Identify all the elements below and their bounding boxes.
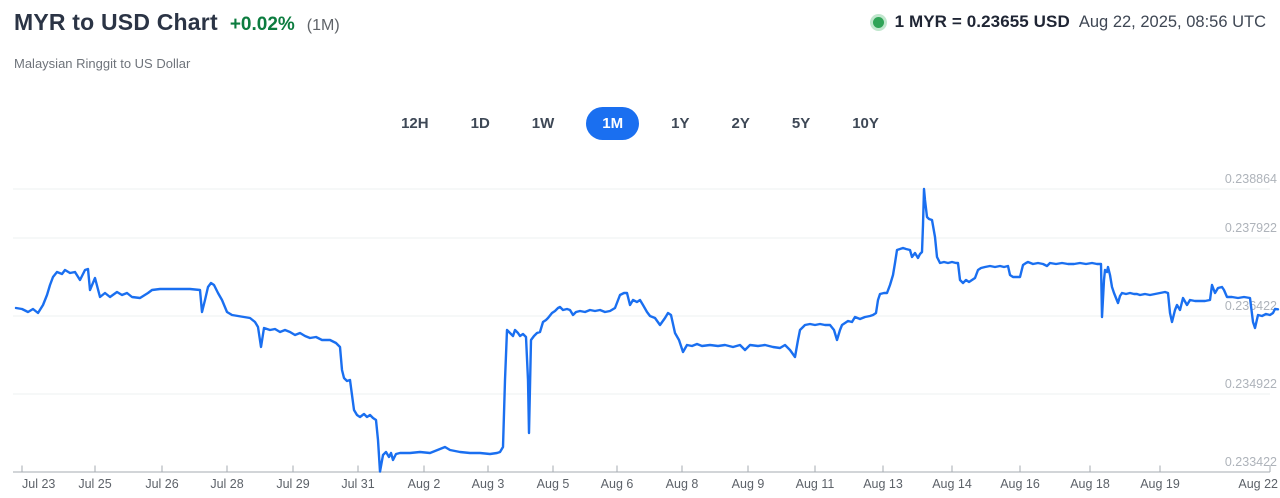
x-axis-label: Aug 13 xyxy=(863,477,903,491)
x-axis-label: Aug 16 xyxy=(1000,477,1040,491)
x-axis-label: Aug 14 xyxy=(932,477,972,491)
tab-1d[interactable]: 1D xyxy=(470,114,490,132)
x-axis-label: Aug 3 xyxy=(472,477,505,491)
x-axis-label: Aug 5 xyxy=(537,477,570,491)
x-axis-label: Aug 11 xyxy=(796,477,835,491)
time-range-tabs: 12H 1D 1W 1M 1Y 2Y 5Y 10Y xyxy=(0,104,1280,142)
tab-10y[interactable]: 10Y xyxy=(852,114,879,132)
y-axis-label: 0.234922 xyxy=(1225,377,1277,391)
x-axis-label: Jul 26 xyxy=(145,477,178,491)
x-axis-label: Jul 31 xyxy=(341,477,374,491)
x-axis-label: Aug 9 xyxy=(732,477,765,491)
chart-header: MYR to USD Chart +0.02% (1M) xyxy=(14,9,340,36)
exchange-rate-value: 1 MYR = 0.23655 USD xyxy=(894,12,1070,31)
y-axis-label: 0.238864 xyxy=(1225,172,1277,186)
tab-1w[interactable]: 1W xyxy=(531,114,555,132)
change-period: (1M) xyxy=(306,17,340,34)
tab-2y[interactable]: 2Y xyxy=(731,114,750,132)
x-axis-label: Jul 28 xyxy=(210,477,243,491)
price-line xyxy=(14,187,1280,473)
chart-subtitle: Malaysian Ringgit to US Dollar xyxy=(14,56,191,71)
x-axis-label: Aug 8 xyxy=(666,477,699,491)
x-axis-label: Aug 18 xyxy=(1070,477,1110,491)
quote-timestamp: Aug 22, 2025, 08:56 UTC xyxy=(1078,12,1266,31)
live-indicator-dot-icon xyxy=(872,16,884,28)
x-axis-label: Jul 23 xyxy=(22,477,55,491)
x-axis-label: Aug 22 xyxy=(1238,477,1278,491)
x-axis-label: Aug 6 xyxy=(601,477,634,491)
tab-1y[interactable]: 1Y xyxy=(671,114,690,132)
x-axis-label: Aug 19 xyxy=(1140,477,1180,491)
live-quote: 1 MYR = 0.23655 USD Aug 22, 2025, 08:56 … xyxy=(872,12,1266,32)
tab-5y[interactable]: 5Y xyxy=(791,114,811,132)
x-axis-label: Jul 29 xyxy=(276,477,309,491)
page-title: MYR to USD Chart xyxy=(14,9,218,35)
x-axis-label: Jul 25 xyxy=(78,477,111,491)
y-axis-label: 0.237922 xyxy=(1225,221,1277,235)
y-axis-label: 0.233422 xyxy=(1225,455,1277,469)
change-percent: +0.02% xyxy=(229,14,295,35)
x-axis-label: Aug 2 xyxy=(408,477,441,491)
tab-1m[interactable]: 1M xyxy=(586,106,640,140)
tab-12h[interactable]: 12H xyxy=(401,114,429,132)
